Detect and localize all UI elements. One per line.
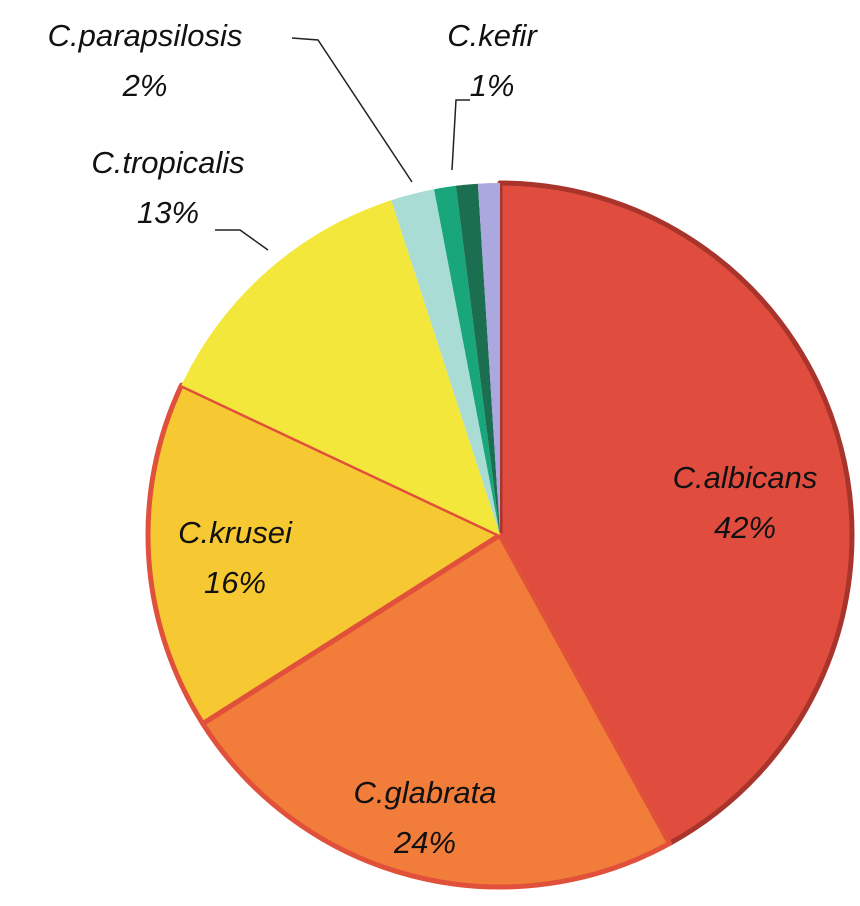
slice-label: C.glabrata xyxy=(353,775,496,810)
pie-slice xyxy=(145,382,503,727)
leader-line xyxy=(291,37,413,183)
slice-label: C.tropicalis xyxy=(91,145,244,180)
value-label: 16% xyxy=(204,565,266,600)
pie-slice xyxy=(200,532,673,890)
slice-label: C.krusei xyxy=(178,515,293,550)
value-label: 1% xyxy=(470,68,515,103)
pie-slice xyxy=(181,200,500,536)
pie-slice xyxy=(455,183,500,536)
value-label: 13% xyxy=(137,195,199,230)
pie-slice xyxy=(477,183,500,535)
leader-line xyxy=(451,99,470,171)
slice-label: C.albicans xyxy=(673,460,818,495)
slice-label: C.kefir xyxy=(447,18,538,53)
pie-slice xyxy=(391,189,500,535)
value-label: 42% xyxy=(714,510,776,545)
value-label: 2% xyxy=(122,68,168,103)
pie-slice xyxy=(497,180,855,846)
leader-line xyxy=(215,229,269,251)
value-label: 24% xyxy=(393,825,456,860)
slice-label: C.parapsilosis xyxy=(48,18,243,53)
pie-slice xyxy=(434,185,500,535)
